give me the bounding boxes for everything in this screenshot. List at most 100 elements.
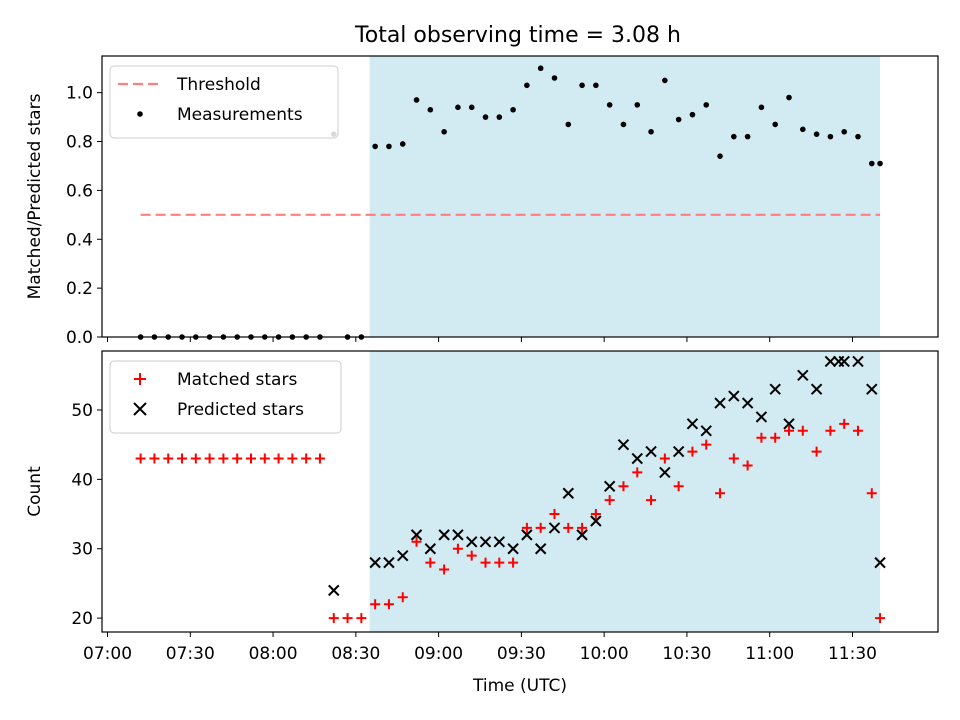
measurement-point bbox=[455, 104, 461, 111]
measurement-point bbox=[744, 133, 751, 140]
measurement-point bbox=[234, 334, 240, 340]
measurement-point bbox=[551, 75, 558, 81]
measurement-point bbox=[413, 97, 420, 103]
matched-star-point bbox=[701, 439, 712, 450]
y-tick-label: 0.8 bbox=[66, 133, 93, 153]
measurement-point bbox=[579, 82, 585, 89]
measurement-point bbox=[261, 334, 268, 340]
x-tick-label: 08:00 bbox=[249, 644, 298, 664]
matched-star-point bbox=[245, 453, 256, 464]
axes-frame bbox=[101, 350, 939, 633]
predicted-star-point bbox=[424, 543, 437, 555]
matched-star-point bbox=[590, 509, 601, 520]
matched-star-point bbox=[852, 425, 863, 436]
matched-star-point bbox=[411, 536, 422, 547]
matched-star-point bbox=[149, 453, 160, 464]
matched-star-point bbox=[232, 453, 243, 464]
measurement-point bbox=[427, 106, 434, 113]
x-tick-label: 11:30 bbox=[828, 644, 877, 664]
matched-star-point bbox=[397, 592, 408, 603]
predicted-star-point bbox=[590, 515, 602, 527]
predicted-star-point bbox=[479, 536, 492, 548]
matched-star-point bbox=[659, 453, 670, 464]
measurement-point bbox=[206, 334, 213, 340]
measurement-point bbox=[813, 131, 820, 137]
measurement-point bbox=[275, 334, 282, 340]
predicted-star-point bbox=[438, 529, 450, 541]
measurement-point bbox=[827, 133, 834, 140]
legend-label: Measurements bbox=[177, 105, 303, 125]
measurement-point bbox=[510, 106, 516, 113]
y-axis-label: Count bbox=[25, 466, 45, 517]
chart-title: Total observing time = 3.08 h bbox=[354, 23, 681, 48]
matched-star-point bbox=[259, 453, 270, 464]
measurement-point bbox=[496, 114, 503, 120]
measurement-point bbox=[675, 116, 682, 123]
matched-star-point bbox=[301, 453, 312, 464]
matched-star-point bbox=[577, 522, 588, 533]
matched-star-point bbox=[549, 509, 560, 520]
measurement-point bbox=[717, 153, 723, 159]
predicted-star-point bbox=[410, 529, 423, 541]
legend-matched-marker bbox=[134, 373, 146, 385]
matched-star-point bbox=[742, 460, 753, 471]
legend-label: Predicted stars bbox=[177, 400, 304, 420]
measurement-point bbox=[289, 334, 296, 340]
matched-star-point bbox=[452, 543, 463, 554]
matched-star-point bbox=[135, 453, 146, 464]
legend-predicted-marker bbox=[133, 402, 147, 416]
matched-star-point bbox=[756, 432, 767, 443]
measurement-point bbox=[868, 160, 875, 167]
legend-box bbox=[109, 360, 342, 434]
predicted-star-point bbox=[700, 425, 712, 437]
measurement-point bbox=[248, 334, 254, 340]
axes-frame bbox=[101, 55, 939, 338]
measurement-point bbox=[758, 104, 765, 111]
y-tick-label: 0.4 bbox=[66, 230, 93, 250]
matched-star-point bbox=[784, 425, 795, 436]
x-tick-label: 09:00 bbox=[414, 644, 463, 664]
predicted-star-point bbox=[452, 529, 464, 541]
measurement-point bbox=[193, 334, 199, 340]
matched-star-point bbox=[632, 467, 643, 478]
legend-label: Matched stars bbox=[177, 370, 297, 390]
x-tick-label: 10:30 bbox=[662, 644, 711, 664]
predicted-star-point bbox=[755, 411, 768, 423]
measurement-point bbox=[137, 334, 144, 340]
matched-star-point bbox=[563, 522, 574, 533]
predicted-star-point bbox=[493, 536, 506, 548]
measurement-point bbox=[593, 82, 599, 89]
predicted-star-point bbox=[466, 536, 478, 548]
measurement-point bbox=[800, 126, 806, 133]
measurement-point bbox=[841, 128, 847, 135]
measurement-point bbox=[179, 334, 185, 340]
matched-star-point bbox=[866, 488, 877, 499]
measurement-point bbox=[317, 334, 323, 340]
matched-star-point bbox=[839, 418, 850, 429]
predicted-star-point bbox=[769, 383, 781, 395]
measurement-point bbox=[537, 65, 544, 72]
measurement-point bbox=[620, 121, 627, 128]
predicted-star-point bbox=[852, 355, 864, 368]
bottom-panel: 20 30 40 50 07:00 07:30 08:00 08:30 09:00 09:30 10… bbox=[25, 350, 939, 696]
matched-star-point bbox=[287, 453, 298, 464]
measurement-point bbox=[482, 114, 489, 120]
measurement-point bbox=[399, 141, 406, 147]
legend-label: Threshold bbox=[176, 75, 261, 95]
matched-star-point bbox=[466, 550, 477, 561]
predicted-star-point bbox=[714, 397, 726, 409]
predicted-star-point bbox=[874, 556, 886, 569]
measurement-point bbox=[151, 334, 158, 340]
predicted-star-point bbox=[783, 418, 795, 430]
predicted-star-point bbox=[645, 445, 657, 458]
matched-star-point bbox=[797, 425, 808, 436]
matched-star-point bbox=[618, 481, 629, 492]
predicted-star-point bbox=[672, 445, 685, 458]
matched-star-point bbox=[370, 599, 381, 610]
matched-star-point bbox=[425, 557, 436, 568]
predicted-star-point bbox=[397, 549, 409, 562]
matched-star-point bbox=[480, 557, 491, 568]
y-tick-label: 30 bbox=[71, 540, 93, 560]
shaded-interval bbox=[369, 351, 881, 632]
